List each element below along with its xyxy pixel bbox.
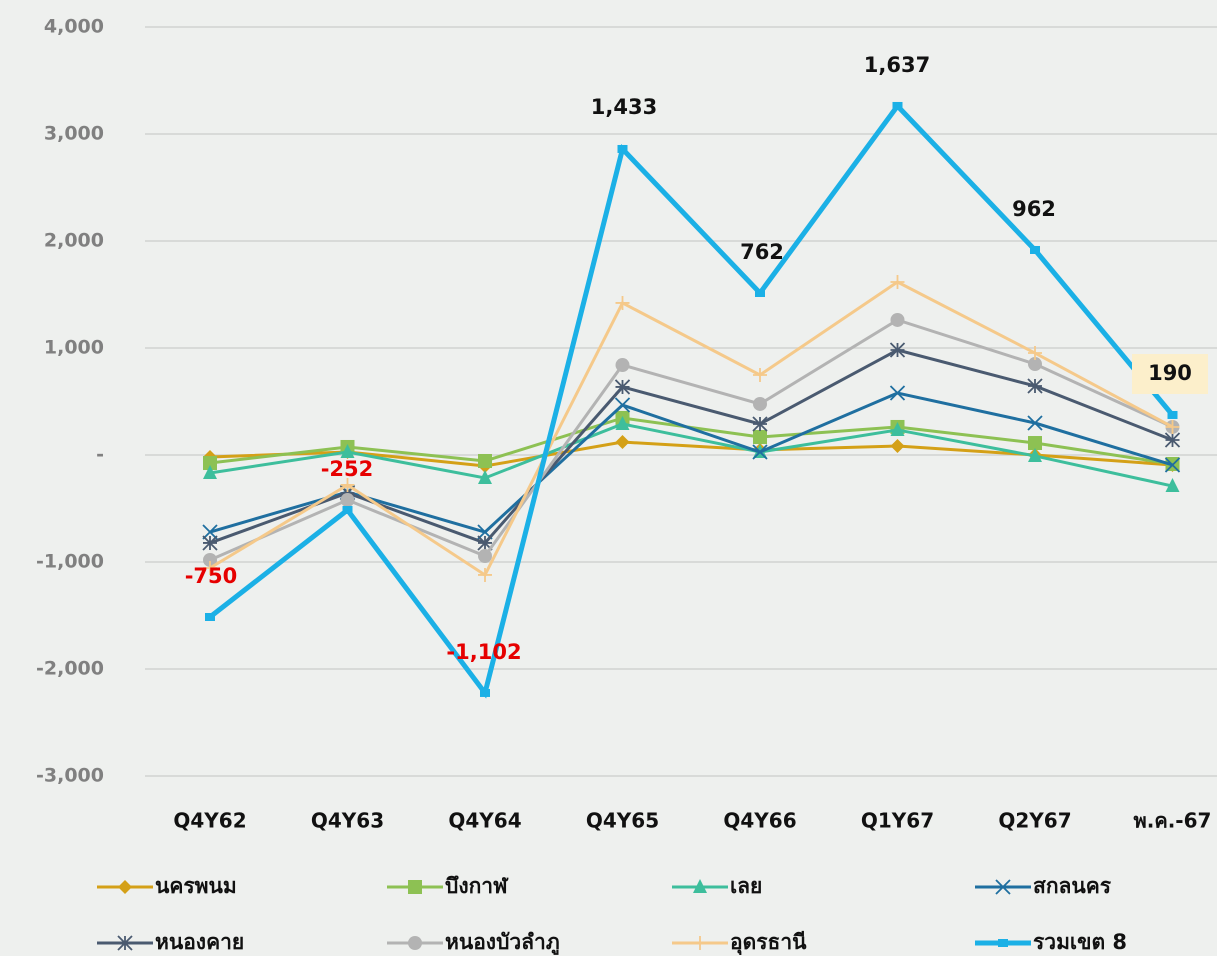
marker (995, 879, 1011, 895)
annotation: -252 (321, 457, 374, 481)
marker (202, 524, 218, 540)
marker (340, 444, 355, 459)
x-tick-label: Q4Y63 (311, 809, 384, 833)
marker (1028, 357, 1042, 372)
marker (614, 379, 631, 395)
marker (478, 567, 492, 582)
legend-label: หนองบัวลำภู (445, 930, 560, 956)
marker (890, 274, 905, 289)
annotation: 1,433 (591, 95, 657, 119)
marker (408, 936, 422, 950)
marker (693, 879, 707, 893)
marker (889, 385, 906, 401)
marker (118, 880, 132, 894)
marker (753, 396, 767, 411)
x-tick-label: พ.ค.-67 (1134, 809, 1212, 833)
marker (342, 505, 353, 514)
marker (202, 535, 218, 551)
marker (408, 880, 422, 894)
marker (892, 101, 903, 110)
y-tick-label: -3,000 (36, 765, 104, 787)
marker (203, 464, 217, 479)
y-tick-label: 3,000 (44, 123, 104, 145)
marker (615, 415, 630, 430)
y-tick-label: - (96, 444, 104, 466)
legend-label: หนองคาย (155, 930, 244, 954)
y-tick-label: 1,000 (44, 337, 104, 359)
y-tick-label: 2,000 (44, 230, 104, 252)
series-line (209, 440, 1173, 468)
x-tick-label: Q4Y65 (586, 809, 659, 833)
legend-label: รวมเขต 8 (1033, 930, 1127, 954)
x-tick-label: Q4Y64 (448, 809, 521, 833)
marker (478, 453, 492, 468)
series-line (209, 318, 1174, 562)
marker (1165, 419, 1180, 434)
y-tick-label: -1,000 (36, 551, 104, 573)
marker (693, 936, 707, 950)
marker (477, 535, 493, 551)
marker (1028, 436, 1042, 451)
annotation-box (1132, 354, 1208, 394)
marker (1027, 415, 1043, 431)
marker (998, 939, 1008, 947)
marker (205, 612, 215, 621)
marker (1027, 378, 1043, 394)
marker (203, 560, 217, 575)
marker (615, 358, 630, 373)
marker (340, 477, 355, 492)
legend-label: สกลนคร (1033, 874, 1112, 898)
legend-label: นครพนม (155, 874, 237, 898)
marker (615, 435, 630, 450)
legend-label: บึงกาฬ (445, 874, 509, 898)
annotation: -1,102 (446, 640, 521, 664)
marker (753, 430, 767, 445)
series-line (208, 102, 1175, 699)
marker (890, 439, 905, 454)
marker (755, 289, 765, 298)
marker (614, 397, 631, 413)
marker (617, 144, 628, 153)
marker (339, 485, 356, 501)
marker (890, 312, 905, 327)
marker (203, 456, 217, 471)
marker (1164, 457, 1181, 473)
marker (615, 295, 630, 310)
y-tick-label: 4,000 (44, 16, 104, 38)
marker (478, 470, 492, 485)
x-tick-label: Q1Y67 (861, 809, 934, 833)
marker (340, 493, 355, 508)
legend-label: อุดรธานี (730, 930, 807, 956)
marker (1030, 245, 1040, 254)
marker (478, 549, 492, 564)
marker (117, 935, 133, 951)
marker (1165, 478, 1180, 493)
series-line (209, 422, 1173, 488)
marker (480, 688, 490, 697)
annotation: 762 (740, 240, 784, 264)
x-tick-label: Q2Y67 (998, 809, 1071, 833)
annotation: -750 (185, 564, 238, 588)
annotation: 962 (1012, 197, 1056, 221)
series-line (209, 280, 1174, 578)
annotation: 190 (1148, 361, 1192, 385)
marker (1167, 410, 1178, 419)
marker (1028, 346, 1042, 361)
x-tick-label: Q4Y62 (173, 809, 246, 833)
marker (752, 416, 768, 432)
marker (889, 342, 906, 358)
marker (753, 367, 767, 382)
marker (1164, 432, 1181, 448)
marker (203, 552, 217, 567)
x-tick-label: Q4Y66 (723, 809, 796, 833)
marker (752, 444, 768, 460)
legend-label: เลย (730, 874, 762, 898)
annotation: 1,637 (864, 53, 930, 77)
marker (1028, 447, 1042, 462)
y-tick-label: -2,000 (36, 658, 104, 680)
marker (890, 421, 905, 436)
